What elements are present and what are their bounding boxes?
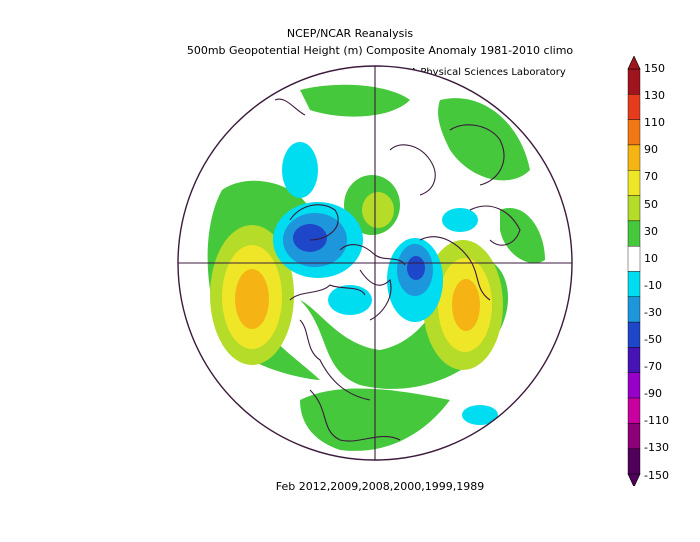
colorbar-tick-label: 150 <box>644 62 665 75</box>
title: NCEP/NCAR Reanalysis <box>286 27 414 40</box>
colorbar-tick-label: 130 <box>644 89 665 103</box>
colorbar-tick-label: 90 <box>644 143 658 157</box>
colorbar-cell <box>627 448 641 475</box>
colorbar-tick-label: -90 <box>644 387 662 401</box>
colorbar-tick-label: -50 <box>644 333 662 346</box>
colorbar-cell <box>627 220 641 247</box>
colorbar-bottom-arrow <box>627 473 641 486</box>
colorbar-cell <box>627 423 641 449</box>
colorbar-cell <box>627 119 641 146</box>
colorbar-top-arrow <box>627 56 641 70</box>
colorbar-cell <box>627 144 641 171</box>
coastlines <box>274 98 521 442</box>
colorbar-cell <box>627 94 641 120</box>
map-border <box>177 65 573 461</box>
colorbar-tick-label: -110 <box>644 414 669 428</box>
polar-anomaly-map <box>177 65 573 461</box>
colorbar-cell <box>627 68 641 95</box>
colorbar-tick-label: 110 <box>644 116 665 130</box>
colorbar-tick-label: -130 <box>644 441 669 455</box>
credit-label: NOAA Physical Sciences Laboratory <box>388 67 566 78</box>
composite-years: Feb 2012,2009,2008,2000,1999,1989 <box>275 480 485 493</box>
colorbar-cell <box>627 372 641 399</box>
colorbar-tick-label: 30 <box>644 224 658 238</box>
colorbar-cell <box>627 271 641 298</box>
colorbar-tick-label: 50 <box>644 197 658 211</box>
colorbar-cell <box>627 245 641 272</box>
colorbar <box>627 56 641 486</box>
colorbar-cell <box>627 296 641 323</box>
colorbar-tick-label: -30 <box>644 305 662 319</box>
graticule-crosshair <box>178 66 572 460</box>
colorbar-cell <box>627 321 641 348</box>
colorbar-cell <box>627 347 641 373</box>
colorbar-tick-label: -70 <box>644 360 662 374</box>
colorbar-cell <box>627 170 641 196</box>
colorbar-cell <box>627 397 641 424</box>
colorbar-tick-label: 70 <box>644 170 658 184</box>
colorbar-tick-label: 10 <box>644 251 658 265</box>
colorbar-tick-label: -150 <box>644 468 669 482</box>
colorbar-tick-label: -10 <box>644 278 662 292</box>
subtitle: 500mb Geopotential Height (m) Composite … <box>186 44 574 57</box>
colorbar-cell <box>627 195 641 222</box>
